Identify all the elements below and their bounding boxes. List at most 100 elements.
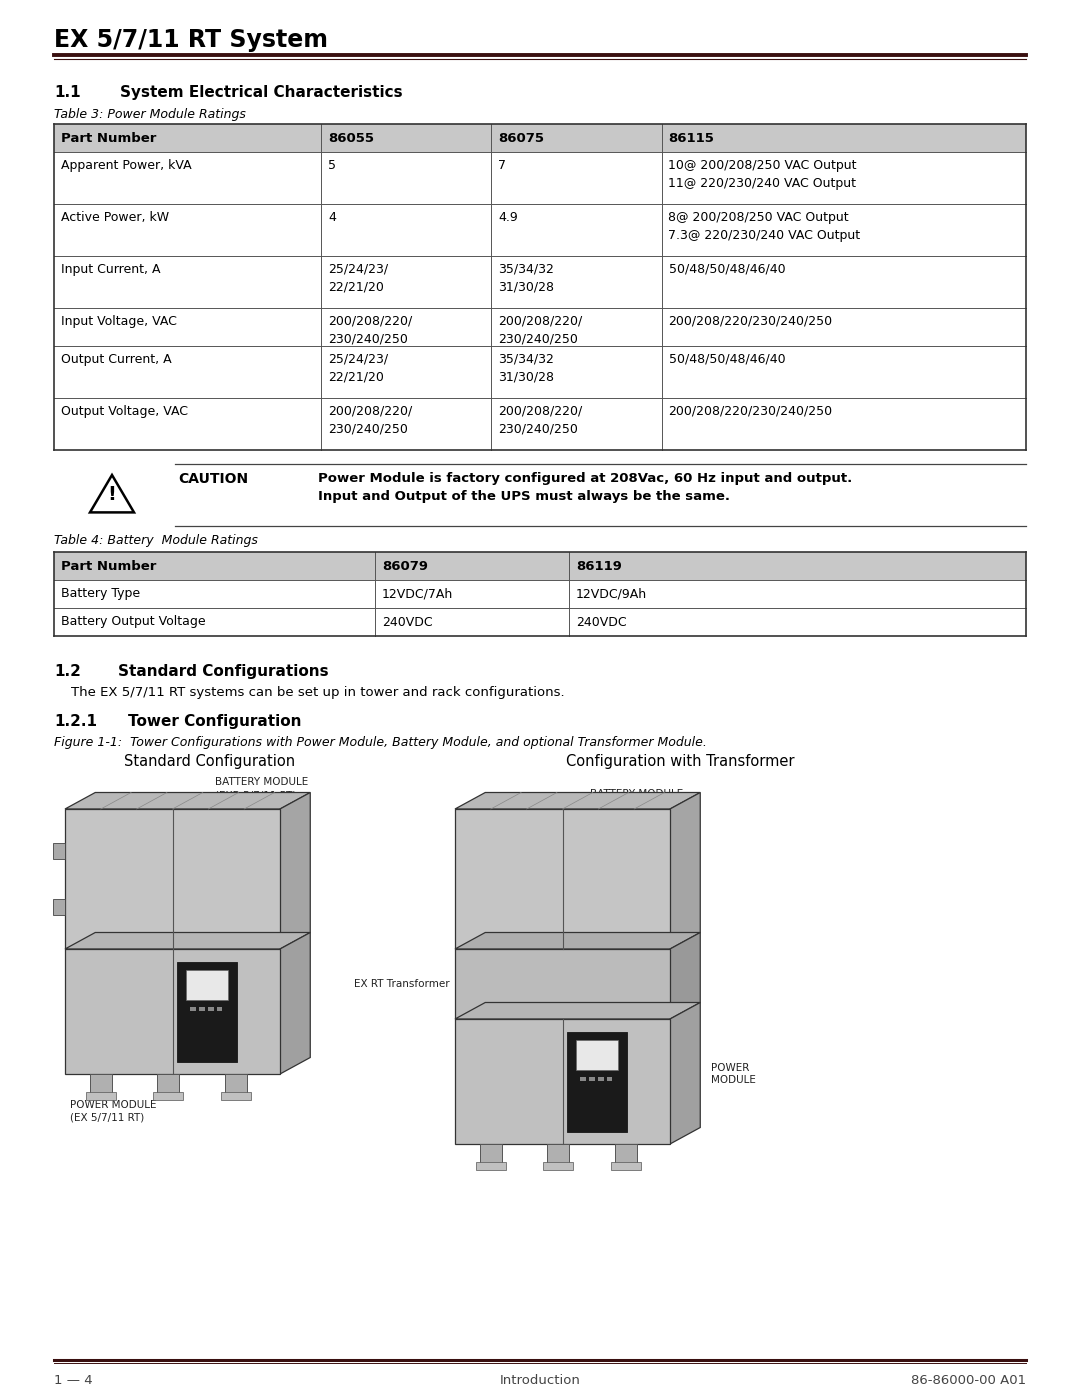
Text: 50/48/50/48/46/40: 50/48/50/48/46/40 <box>669 353 785 366</box>
Text: Battery Type: Battery Type <box>60 588 140 601</box>
Polygon shape <box>280 792 310 949</box>
Bar <box>589 1077 595 1081</box>
Polygon shape <box>280 933 310 1074</box>
Bar <box>54 124 1026 152</box>
Bar <box>65 949 280 1074</box>
Text: 86055: 86055 <box>328 131 375 144</box>
Bar <box>567 1031 627 1132</box>
Text: 240VDC: 240VDC <box>381 616 432 629</box>
Bar <box>476 1162 507 1171</box>
Bar <box>157 1074 179 1097</box>
Bar <box>455 809 670 949</box>
Text: Output Current, A: Output Current, A <box>60 353 172 366</box>
Text: Active Power, kW: Active Power, kW <box>60 211 170 224</box>
Text: EX 5/7/11 RT System: EX 5/7/11 RT System <box>54 28 328 52</box>
Text: Tower Configuration: Tower Configuration <box>129 714 301 729</box>
Text: (EXB 5/7/11 RT): (EXB 5/7/11 RT) <box>215 791 296 800</box>
Text: Input Voltage, VAC: Input Voltage, VAC <box>60 314 177 328</box>
Bar <box>53 842 65 859</box>
Text: System Electrical Characteristics: System Electrical Characteristics <box>120 85 403 101</box>
Bar <box>607 1077 612 1081</box>
Bar <box>190 1007 195 1010</box>
Text: 7: 7 <box>498 159 507 172</box>
Text: BATTERY MODULE: BATTERY MODULE <box>215 777 308 787</box>
Text: 25/24/23/
22/21/20: 25/24/23/ 22/21/20 <box>328 353 389 384</box>
Bar <box>53 900 65 915</box>
Text: 35/34/32
31/30/28: 35/34/32 31/30/28 <box>498 353 554 384</box>
Polygon shape <box>670 933 700 1018</box>
Bar <box>186 970 228 999</box>
Text: Input Current, A: Input Current, A <box>60 263 161 277</box>
Bar <box>54 552 1026 580</box>
Text: (EX 5/7/11 RT): (EX 5/7/11 RT) <box>70 1112 145 1122</box>
Text: 8@ 200/208/250 VAC Output
7.3@ 220/230/240 VAC Output: 8@ 200/208/250 VAC Output 7.3@ 220/230/2… <box>669 211 861 242</box>
Text: 200/208/220/
230/240/250: 200/208/220/ 230/240/250 <box>328 314 413 345</box>
Text: 1.2.1: 1.2.1 <box>54 714 97 729</box>
Polygon shape <box>90 475 134 513</box>
Text: 4.9: 4.9 <box>498 211 518 224</box>
Text: POWER MODULE: POWER MODULE <box>70 1099 157 1111</box>
Text: Part Number: Part Number <box>60 560 157 573</box>
Text: 50/48/50/48/46/40: 50/48/50/48/46/40 <box>669 263 785 277</box>
Text: Battery Output Voltage: Battery Output Voltage <box>60 616 205 629</box>
Text: Part Number: Part Number <box>60 131 157 144</box>
Text: 240VDC: 240VDC <box>576 616 626 629</box>
Bar <box>580 1077 586 1081</box>
Text: Figure 1-1:  Tower Configurations with Power Module, Battery Module, and optiona: Figure 1-1: Tower Configurations with Po… <box>54 736 707 749</box>
Text: Output Voltage, VAC: Output Voltage, VAC <box>60 405 188 418</box>
Text: 10@ 200/208/250 VAC Output
11@ 220/230/240 VAC Output: 10@ 200/208/250 VAC Output 11@ 220/230/2… <box>669 159 858 190</box>
Text: Table 3: Power Module Ratings: Table 3: Power Module Ratings <box>54 108 246 122</box>
Bar <box>86 1092 116 1099</box>
Polygon shape <box>455 1003 700 1018</box>
Text: 5: 5 <box>328 159 336 172</box>
Text: 86079: 86079 <box>381 560 428 573</box>
Text: The EX 5/7/11 RT systems can be set up in tower and rack configurations.: The EX 5/7/11 RT systems can be set up i… <box>54 686 565 698</box>
Text: Apparent Power, kVA: Apparent Power, kVA <box>60 159 191 172</box>
Text: 200/208/220/
230/240/250: 200/208/220/ 230/240/250 <box>498 405 582 436</box>
Text: 12VDC/7Ah: 12VDC/7Ah <box>381 588 453 601</box>
Bar <box>576 1039 618 1070</box>
Bar <box>615 1144 637 1166</box>
Bar <box>199 1007 205 1010</box>
Text: 35/34/32
31/30/28: 35/34/32 31/30/28 <box>498 263 554 293</box>
Text: EX RT Transformer: EX RT Transformer <box>354 979 450 989</box>
Text: 86119: 86119 <box>576 560 622 573</box>
Bar <box>611 1162 642 1171</box>
Bar <box>455 949 670 1018</box>
Bar <box>546 1144 569 1166</box>
Text: 1 — 4: 1 — 4 <box>54 1375 93 1387</box>
Bar <box>225 1074 247 1097</box>
Polygon shape <box>65 792 310 809</box>
Text: 86075: 86075 <box>498 131 544 144</box>
Text: 200/208/220/230/240/250: 200/208/220/230/240/250 <box>669 405 833 418</box>
Text: 12VDC/9Ah: 12VDC/9Ah <box>576 588 647 601</box>
Text: BATTERY MODULE: BATTERY MODULE <box>590 789 683 799</box>
Text: Power Module is factory configured at 208Vac, 60 Hz input and output.: Power Module is factory configured at 20… <box>318 472 852 485</box>
Polygon shape <box>455 792 700 809</box>
Polygon shape <box>65 933 310 949</box>
Bar <box>480 1144 502 1166</box>
Bar <box>90 1074 112 1097</box>
Text: MODULE: MODULE <box>711 1074 756 1084</box>
Text: 200/208/220/
230/240/250: 200/208/220/ 230/240/250 <box>328 405 413 436</box>
Text: Standard Configurations: Standard Configurations <box>118 664 328 679</box>
Text: 1.2: 1.2 <box>54 664 81 679</box>
Bar <box>597 1077 604 1081</box>
Text: Standard Configuration: Standard Configuration <box>124 754 296 768</box>
Bar <box>455 1018 670 1144</box>
Text: 200/208/220/
230/240/250: 200/208/220/ 230/240/250 <box>498 314 582 345</box>
Text: Table 4: Battery  Module Ratings: Table 4: Battery Module Ratings <box>54 534 258 548</box>
Polygon shape <box>670 1003 700 1144</box>
Text: 25/24/23/
22/21/20: 25/24/23/ 22/21/20 <box>328 263 389 293</box>
Text: 1.1: 1.1 <box>54 85 81 101</box>
Bar <box>177 961 237 1062</box>
Polygon shape <box>455 933 700 949</box>
Bar <box>543 1162 573 1171</box>
Text: POWER: POWER <box>711 1063 750 1073</box>
Polygon shape <box>670 792 700 949</box>
Bar <box>207 1007 214 1010</box>
Text: Input and Output of the UPS must always be the same.: Input and Output of the UPS must always … <box>318 490 730 503</box>
Text: !: ! <box>108 486 117 504</box>
Text: CAUTION: CAUTION <box>178 472 248 486</box>
Text: 86115: 86115 <box>669 131 714 144</box>
